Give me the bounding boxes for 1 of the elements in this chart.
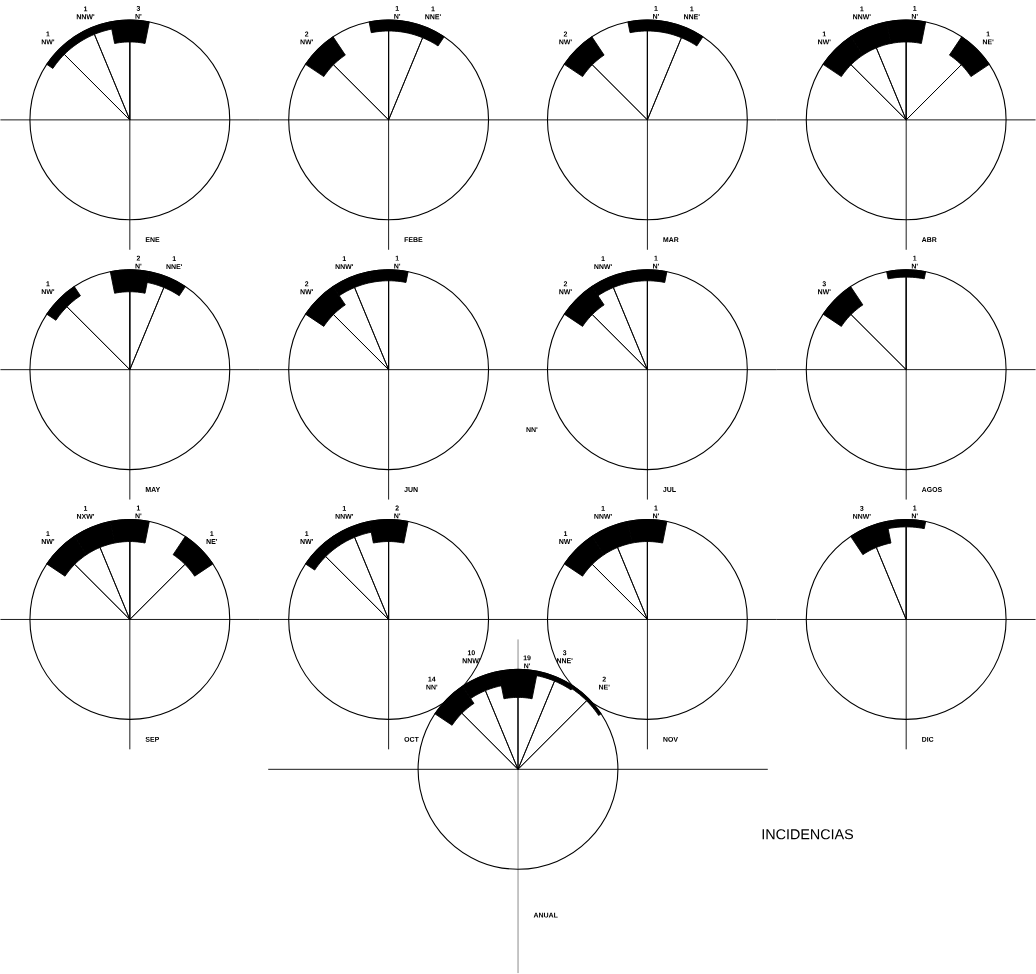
text: INCIDENCIAS <box>762 829 854 840</box>
